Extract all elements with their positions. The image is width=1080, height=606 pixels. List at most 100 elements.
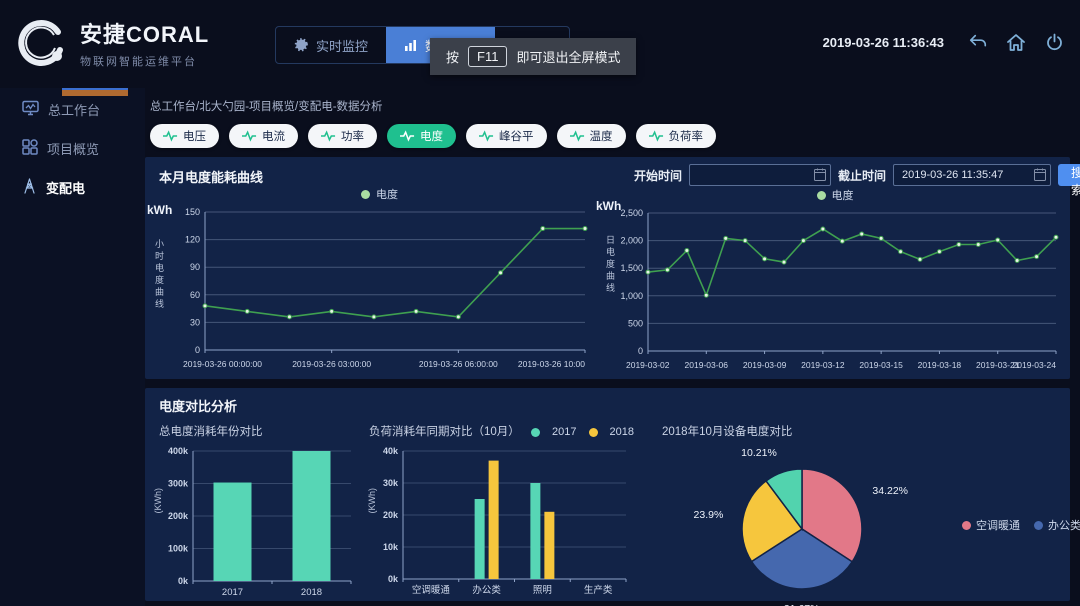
power-icon[interactable]: [1044, 32, 1064, 52]
load-bar-legend[interactable]: 2017 2018: [531, 426, 634, 438]
legend-dot-hvac: [962, 520, 971, 530]
back-icon[interactable]: [968, 32, 988, 52]
hourly-chart-legend[interactable]: 电度: [159, 186, 600, 202]
svg-text:34.22%: 34.22%: [872, 485, 908, 497]
yearly-bar-title: 总电度消耗年份对比: [159, 426, 263, 438]
svg-text:30k: 30k: [383, 478, 399, 488]
svg-text:2019-03-09: 2019-03-09: [743, 360, 787, 370]
svg-text:400k: 400k: [168, 446, 189, 456]
filter-temperature[interactable]: 温度: [556, 124, 626, 148]
daily-chart-legend[interactable]: 电度: [600, 187, 1070, 203]
app-title: 安捷CORAL: [80, 22, 210, 47]
coral-logo-icon: [16, 16, 70, 70]
metric-filter-row: 电压 电流 功率 电度 峰谷平 温度 负荷率: [150, 124, 1080, 148]
home-icon[interactable]: [1006, 32, 1026, 52]
svg-text:1,500: 1,500: [620, 263, 643, 273]
nav-tab-realtime[interactable]: 实时监控: [276, 27, 386, 63]
filter-power-label: 功率: [341, 131, 364, 143]
svg-text:生产类: 生产类: [584, 584, 613, 596]
svg-text:0: 0: [195, 345, 200, 355]
filter-load-rate[interactable]: 负荷率: [635, 124, 716, 148]
svg-text:200k: 200k: [168, 511, 189, 521]
search-button[interactable]: 搜索: [1058, 164, 1080, 197]
legend-label-office: 办公类: [1048, 520, 1080, 532]
svg-text:120: 120: [185, 235, 200, 245]
tooltip-suffix: 即可退出全屏模式: [516, 50, 621, 65]
f11-key-badge: F11: [468, 46, 508, 67]
svg-text:60: 60: [190, 290, 200, 300]
legend-dot-2017: [531, 427, 541, 437]
svg-text:10k: 10k: [383, 542, 399, 552]
sidebar-item-power[interactable]: 变配电: [0, 170, 145, 205]
svg-text:2018: 2018: [301, 587, 322, 598]
breadcrumb: 总工作台/北大勺园-项目概览/变配电-数据分析: [150, 101, 383, 113]
legend-label: 电度: [376, 189, 398, 201]
legend-label: 电度: [831, 190, 854, 202]
filter-current-label: 电流: [262, 131, 285, 143]
hourly-axis-name: 小时电度曲线: [154, 239, 164, 311]
energy-curve-panel: 本月电度能耗曲线 电度 kWh 小时电度曲线 0 30 60 90 120 150 2019…: [145, 157, 1080, 379]
filter-peak-valley-label: 峰谷平: [499, 131, 534, 143]
svg-text:0: 0: [638, 346, 643, 356]
svg-text:2019-03-06: 2019-03-06: [685, 360, 729, 370]
legend-dot-office: [1034, 520, 1043, 530]
legend-dot: [361, 189, 370, 199]
power-tower-icon: [22, 178, 37, 197]
svg-text:2019-03-18: 2019-03-18: [918, 360, 962, 370]
yearly-y-unit: (KWh): [153, 488, 163, 514]
svg-text:500: 500: [628, 318, 643, 328]
svg-text:0k: 0k: [178, 576, 189, 586]
filter-energy-label: 电度: [420, 131, 443, 143]
load-bar-block: 负荷消耗年同期对比（10月） 2017 2018 0k 10k 20k 30k 40k 空…: [369, 417, 634, 606]
filter-current[interactable]: 电流: [229, 124, 298, 148]
svg-text:0k: 0k: [388, 574, 399, 584]
daily-axis-name: 日电度曲线: [605, 235, 615, 295]
calendar-icon[interactable]: [814, 168, 827, 186]
legend-label-2018: 2018: [609, 426, 634, 438]
sidebar-item-power-label: 变配电: [46, 181, 86, 196]
svg-text:2017: 2017: [222, 587, 243, 598]
legend-label-hvac: 空调暖通: [976, 520, 1020, 532]
svg-text:2019-03-26 10:00: 2019-03-26 10:00: [518, 359, 585, 369]
filter-voltage-label: 电压: [183, 131, 206, 143]
end-time-label: 截止时间: [838, 168, 887, 183]
hourly-chart-title: 本月电度能耗曲线: [159, 170, 264, 185]
device-pie-legend[interactable]: 空调暖通 办公类 照明 生产类: [962, 517, 1080, 533]
bar-chart-icon: [404, 38, 418, 52]
gear-icon: [294, 37, 309, 53]
device-pie-title: 2018年10月设备电度对比: [662, 426, 793, 438]
svg-text:30: 30: [190, 317, 200, 327]
grid-icon: [22, 139, 38, 158]
sidebar-item-workbench[interactable]: 总工作台: [0, 92, 145, 127]
svg-text:2019-03-24: 2019-03-24: [1013, 360, 1057, 370]
tooltip-prefix: 按: [446, 50, 460, 65]
svg-text:2,000: 2,000: [620, 236, 643, 246]
app-subtitle: 物联网智能运维平台: [80, 56, 197, 68]
workbench-icon: [22, 100, 39, 119]
end-time-input[interactable]: [893, 164, 1052, 186]
top-header: 安捷CORAL 物联网智能运维平台 实时监控 数据分析: [0, 0, 1080, 88]
header-right-group: 2019-03-26 11:36:43: [823, 32, 1064, 52]
calendar-icon[interactable]: [1034, 168, 1047, 186]
sidebar-item-projects[interactable]: 项目概览: [0, 131, 145, 166]
main-content: 总工作台/北大勺园-项目概览/变配电-数据分析 电压 电流 功率 电度 峰谷平 …: [145, 88, 1080, 606]
legend-label-2017: 2017: [552, 426, 577, 438]
comparison-row: 总电度消耗年份对比 0k 100k 200k 300k 400k 2017 2018 负荷消…: [159, 417, 1080, 606]
filter-voltage[interactable]: 电压: [150, 124, 219, 148]
device-pie-block: 2018年10月设备电度对比 34.22% 31.67% 23.9% 10.21% 空…: [652, 417, 1080, 606]
legend-dot: [816, 190, 826, 200]
hourly-y-unit: kWh: [147, 203, 173, 217]
filter-energy[interactable]: 电度: [387, 124, 456, 148]
daily-chart-block: 开始时间 截止时间 搜索 电度 kWh: [596, 157, 1080, 379]
legend-dot-2018: [588, 427, 598, 437]
svg-text:空调暖通: 空调暖通: [412, 584, 451, 596]
filter-peak-valley[interactable]: 峰谷平: [466, 124, 547, 148]
svg-text:2,500: 2,500: [620, 208, 643, 218]
load-y-unit: (KWh): [367, 488, 377, 514]
start-time-input[interactable]: [689, 164, 832, 186]
filter-power[interactable]: 功率: [308, 124, 377, 148]
comparison-panel-title: 电度对比分析: [159, 399, 238, 414]
svg-text:100k: 100k: [168, 544, 189, 554]
filter-temperature-label: 温度: [589, 131, 613, 143]
